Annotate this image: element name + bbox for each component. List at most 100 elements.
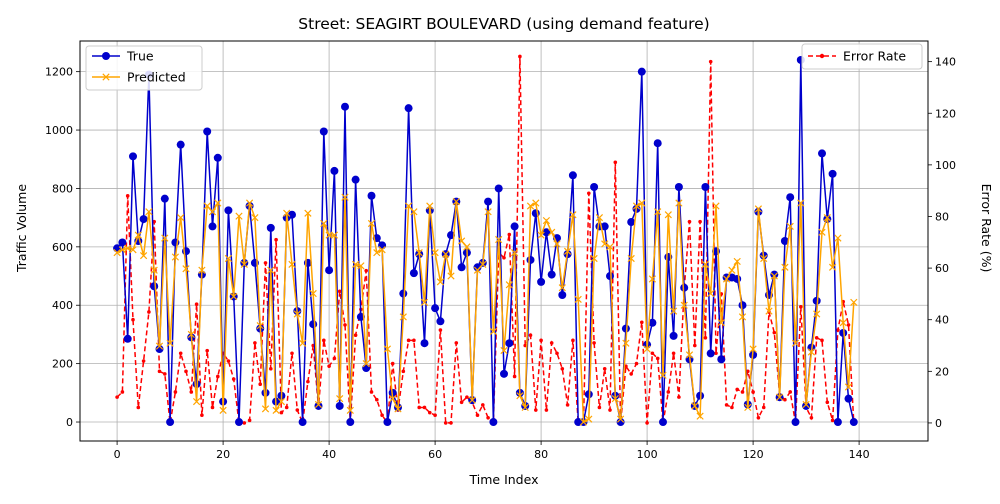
true-point bbox=[139, 215, 148, 224]
error-rate-point bbox=[671, 351, 676, 356]
predicted-point bbox=[309, 289, 317, 298]
predicted-point bbox=[442, 250, 450, 258]
error-rate-point bbox=[205, 348, 209, 353]
predicted-point bbox=[415, 249, 423, 257]
true-point bbox=[616, 418, 625, 427]
error-rate-point bbox=[242, 421, 247, 425]
error-rate-point bbox=[486, 415, 490, 420]
y2-tick-label: 60 bbox=[935, 262, 949, 275]
predicted-point bbox=[707, 289, 715, 298]
predicted-point bbox=[336, 395, 344, 403]
predicted-point bbox=[314, 400, 323, 409]
predicted-point bbox=[341, 193, 349, 201]
predicted-point bbox=[728, 266, 736, 274]
predicted-point bbox=[468, 396, 476, 404]
predicted-point bbox=[685, 351, 694, 359]
error-rate-point bbox=[565, 403, 570, 407]
error-rate-point bbox=[290, 351, 294, 356]
true-point bbox=[123, 334, 132, 343]
true-point bbox=[839, 328, 848, 337]
predicted-point bbox=[834, 234, 842, 242]
predicted-point bbox=[150, 266, 158, 274]
error-rate-point bbox=[666, 390, 671, 394]
predicted-point bbox=[579, 418, 588, 426]
predicted-point bbox=[791, 339, 800, 347]
error-rate-point bbox=[687, 219, 692, 224]
predicted-point bbox=[463, 243, 471, 251]
true-point bbox=[568, 171, 577, 180]
error-rate-point bbox=[136, 405, 141, 410]
error-rate-point bbox=[740, 390, 745, 394]
error-rate-point bbox=[269, 366, 273, 371]
x-tick-label: 0 bbox=[114, 448, 121, 461]
true-point bbox=[558, 291, 567, 300]
y-tick-label: 1000 bbox=[45, 124, 73, 137]
error-rate-point bbox=[433, 413, 437, 417]
true-point bbox=[542, 228, 551, 237]
error-rate-point bbox=[645, 421, 649, 425]
predicted-point bbox=[351, 260, 360, 268]
predicted-point bbox=[500, 346, 508, 355]
predicted-point bbox=[521, 403, 529, 412]
error-rate-point bbox=[258, 382, 263, 387]
true-point bbox=[484, 197, 493, 206]
true-point bbox=[849, 418, 858, 427]
y-tick-label: 400 bbox=[52, 299, 73, 312]
error-rate-point bbox=[173, 390, 178, 394]
predicted-point bbox=[367, 219, 376, 228]
x-tick-label: 140 bbox=[849, 448, 870, 461]
predicted-point bbox=[802, 400, 810, 409]
error-rate-point bbox=[677, 395, 681, 399]
error-rate-point bbox=[836, 328, 840, 332]
predicted-point bbox=[373, 249, 381, 257]
predicted-point bbox=[563, 247, 572, 255]
true-point bbox=[235, 418, 243, 427]
plot-frame bbox=[79, 40, 929, 442]
y-tick-label: 1200 bbox=[45, 66, 73, 79]
error-rate-point bbox=[157, 369, 162, 374]
predicted-point bbox=[436, 278, 445, 286]
true-point bbox=[473, 263, 482, 272]
predicted-point bbox=[304, 209, 312, 217]
predicted-point bbox=[431, 249, 439, 257]
predicted-point bbox=[770, 272, 778, 280]
true-point bbox=[351, 175, 360, 184]
true-point bbox=[600, 222, 609, 231]
error-rate-point bbox=[592, 341, 596, 345]
error-rate-point bbox=[226, 359, 231, 363]
true-point bbox=[208, 222, 217, 231]
error-rate-point bbox=[767, 310, 771, 314]
error-rate-point bbox=[406, 338, 411, 343]
error-rate-point bbox=[163, 372, 167, 376]
y-tick-label: 0 bbox=[66, 416, 73, 429]
true-point bbox=[409, 269, 418, 278]
true-point bbox=[314, 401, 323, 410]
y-axis-label: Traffic Volume bbox=[14, 184, 29, 273]
true-point bbox=[818, 149, 826, 158]
predicted-point bbox=[516, 392, 524, 400]
true-point bbox=[129, 152, 137, 161]
error-rate-point bbox=[125, 194, 130, 198]
predicted-point bbox=[839, 319, 847, 327]
true-point bbox=[378, 241, 387, 250]
series-layer bbox=[113, 54, 858, 427]
error-rate-point bbox=[194, 302, 199, 307]
y-tick-label: 800 bbox=[52, 182, 73, 195]
error-rate-point bbox=[549, 341, 554, 345]
error-rate-point bbox=[284, 405, 289, 410]
predicted-point bbox=[330, 231, 339, 239]
predicted-point bbox=[542, 216, 551, 225]
predicted-point bbox=[775, 393, 784, 401]
true-point bbox=[404, 104, 413, 113]
error-rate-point bbox=[438, 328, 443, 332]
predicted-point bbox=[219, 406, 227, 414]
true-point bbox=[160, 194, 169, 203]
error-rate-point bbox=[608, 408, 612, 412]
true-point bbox=[828, 169, 837, 178]
true-point bbox=[436, 317, 445, 326]
predicted-point bbox=[145, 208, 153, 216]
predicted-point bbox=[394, 405, 402, 413]
predicted-point bbox=[426, 202, 434, 210]
predicted-point bbox=[256, 322, 264, 330]
